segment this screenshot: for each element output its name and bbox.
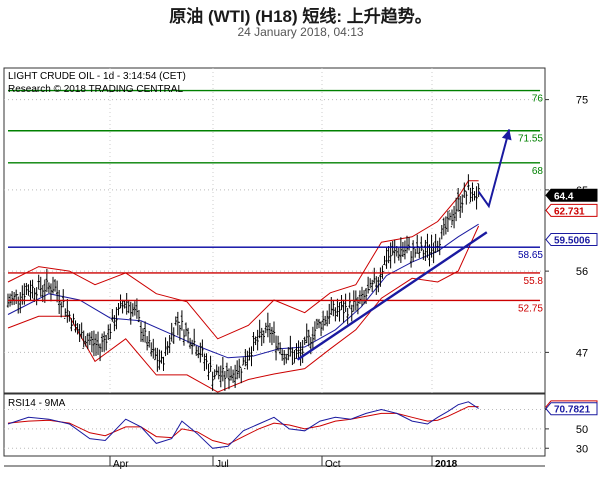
trendline	[296, 231, 488, 361]
price-tag-2-label: 59.5006	[554, 236, 591, 247]
rsi-grid	[4, 409, 545, 449]
level-label-52.75: 52.75	[518, 303, 543, 314]
rsi-line	[7, 401, 479, 449]
chart-copyright: Research © 2018 TRADING CENTRAL	[8, 84, 183, 95]
page-title: 原油 (WTI) (H18) 短线: 上升趋势。	[169, 7, 432, 26]
rsi-ma-line	[7, 406, 479, 445]
x-tick-label-2018: 2018	[435, 459, 458, 470]
x-tick-label-Apr: Apr	[113, 459, 129, 470]
price-tag-1-label: 62.731	[554, 206, 585, 217]
rsi-panel-frame	[3, 393, 546, 457]
main-panel-frame	[3, 67, 546, 394]
level-label-58.65: 58.65	[518, 250, 543, 261]
level-label-68: 68	[532, 166, 544, 177]
x-tick-label-Oct: Oct	[325, 459, 341, 470]
chart-title: LIGHT CRUDE OIL - 1d - 3:14:54 (CET)	[8, 71, 186, 82]
x-tick-label-Jul: Jul	[216, 459, 229, 470]
price-tag-0-label: 64.4	[554, 191, 574, 202]
time-axis: Apr Jul Oct 2018	[109, 456, 458, 470]
y-tick-label-75: 75	[576, 95, 588, 107]
level-label-76: 76	[532, 94, 544, 105]
price-tags: 64.4 62.731 59.5006	[545, 188, 598, 247]
y-tick-label-56: 56	[576, 266, 588, 278]
price-series	[6, 174, 480, 391]
price-tag-0-box	[545, 188, 598, 202]
rsi-tag-1-label: 70.7821	[554, 405, 591, 416]
price-axis: 75655647	[545, 95, 588, 359]
price-tag-2-box	[545, 233, 598, 247]
rsi-tag-1-box	[545, 402, 598, 416]
rsi-tags: 72.772170.7821	[545, 400, 598, 416]
forecast-arrow	[477, 129, 512, 209]
moving-average	[7, 223, 479, 359]
support-trendline	[296, 231, 488, 361]
key-levels: 76 71.55 68 58.65 55.8 52.75	[8, 89, 544, 314]
rsi-title: RSI14 - 9MA	[8, 398, 66, 409]
rsi-lines	[7, 401, 479, 449]
rsi-tick-label-30: 30	[576, 443, 588, 455]
page-subtitle: 24 January 2018, 04:13	[237, 25, 364, 39]
lower-band-line	[7, 225, 480, 393]
forecast-arrow-head	[501, 129, 512, 141]
y-tick-label-47: 47	[576, 347, 588, 359]
forecast-arrow-line	[477, 129, 511, 209]
level-label-71.55: 71.55	[518, 134, 543, 145]
moving-average-line	[7, 223, 479, 359]
price-tag-1-box	[545, 203, 598, 217]
rsi-tick-label-50: 50	[576, 424, 588, 436]
level-label-55.8: 55.8	[524, 276, 544, 287]
upper-band-line	[7, 180, 479, 340]
